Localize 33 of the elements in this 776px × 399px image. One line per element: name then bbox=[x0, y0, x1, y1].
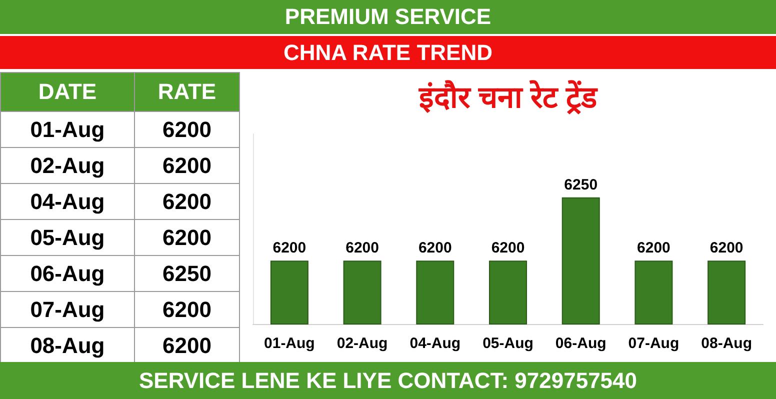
text: 6250 bbox=[162, 260, 212, 286]
text: 6200 bbox=[162, 116, 212, 142]
text: PREMIUM SERVICE bbox=[0, 0, 776, 34]
category-label: 07-Aug bbox=[0, 292, 134, 328]
data-label: 6200 bbox=[637, 240, 670, 257]
data-label: 6200 bbox=[710, 240, 744, 257]
x-tick-label: 07-Aug bbox=[628, 335, 680, 352]
text: 6200 bbox=[162, 152, 212, 178]
text: 6200 bbox=[162, 296, 212, 322]
text: SERVICE LENE KE LIYE CONTACT: 9729757540 bbox=[0, 362, 776, 399]
category-label: 02-Aug bbox=[0, 148, 134, 184]
x-tick-label: 05-Aug bbox=[482, 335, 534, 352]
chart-title: CHNA RATE TREND bbox=[0, 36, 776, 69]
category-label: 04-Aug bbox=[0, 184, 134, 220]
data-label: 6250 bbox=[564, 176, 598, 194]
x-tick-label: 06-Aug bbox=[555, 335, 606, 352]
text: 6200 bbox=[162, 224, 212, 250]
chart-subtitle: इंदौर चना रेट ट्रेंड bbox=[418, 80, 598, 114]
x-tick-label: 01-Aug bbox=[264, 335, 315, 352]
text: DATE bbox=[0, 72, 134, 112]
data-label: 6200 bbox=[418, 240, 452, 257]
x-tick-label: 04-Aug bbox=[410, 335, 461, 352]
text: 6200 bbox=[162, 332, 212, 358]
data-label: 6200 bbox=[346, 240, 379, 257]
data-label: 6200 bbox=[491, 240, 525, 257]
x-tick-label: 08-Aug bbox=[701, 335, 752, 352]
category-label: 06-Aug bbox=[0, 256, 134, 292]
category-label: 05-Aug bbox=[0, 220, 134, 256]
text: RATE bbox=[134, 72, 240, 112]
text: 6200 bbox=[162, 188, 212, 214]
category-label: 01-Aug bbox=[0, 112, 134, 148]
x-tick-label: 02-Aug bbox=[336, 335, 388, 352]
data-label: 6200 bbox=[272, 240, 306, 257]
